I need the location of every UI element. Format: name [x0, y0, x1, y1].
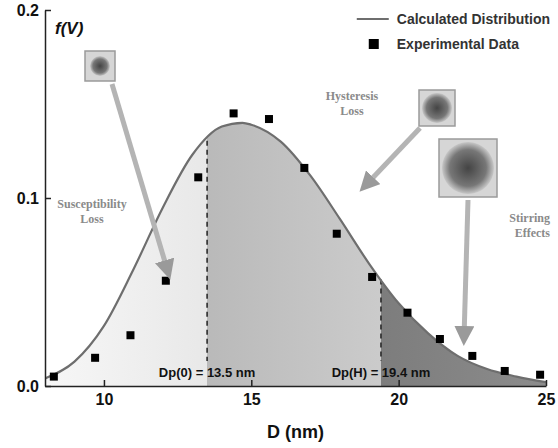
data-point [468, 352, 476, 360]
threshold-line [206, 141, 208, 361]
legend-symbol [369, 39, 379, 49]
tick-mark [546, 380, 548, 386]
tick-label: 0.2 [17, 2, 39, 19]
calculated-curve [45, 123, 546, 382]
particle [90, 56, 110, 76]
image-frame [419, 90, 455, 126]
data-point [368, 273, 376, 281]
tick-mark [251, 380, 253, 386]
tick-label: 20 [390, 391, 408, 408]
y-axis-title: f(V) [55, 19, 84, 38]
axis-line [46, 386, 547, 388]
data-point [50, 373, 58, 381]
data-point [194, 173, 202, 181]
x-axis-title: D (nm) [267, 422, 324, 442]
arrow [365, 128, 420, 186]
data-point [436, 335, 444, 343]
tick-mark [104, 380, 106, 386]
tick-mark [45, 10, 51, 12]
region-label-line: Effects [515, 226, 551, 240]
arrow [464, 200, 468, 338]
tick: 25 [538, 380, 556, 408]
threshold-line [380, 280, 382, 361]
data-point [91, 354, 99, 362]
region-label-line: Loss [80, 212, 104, 226]
arrow [112, 84, 168, 272]
region-label-line: Stirring [509, 211, 550, 225]
region-area [45, 123, 207, 386]
tick: 20 [390, 380, 408, 408]
region [381, 123, 546, 386]
image-frame [439, 139, 497, 197]
legend-label: Calculated Distribution [397, 11, 550, 27]
particle-image [439, 139, 497, 197]
tick-mark [45, 198, 51, 200]
region-label-line: Loss [340, 104, 364, 118]
chart: Dp(0) = 13.5 nm Dp(H) = 19.4 nm 10 15 20 25 0.… [0, 0, 558, 448]
region-label-line: Susceptibility [57, 197, 126, 211]
tick: 0.1 [17, 190, 51, 207]
tick-label: 0.0 [17, 378, 39, 395]
region [207, 123, 381, 386]
tick-label: 15 [243, 391, 261, 408]
data-point [162, 277, 170, 285]
particle-image [85, 51, 115, 81]
legend-label: Experimental Data [397, 36, 519, 52]
threshold-label: Dp(H) = 19.4 nm [332, 365, 431, 380]
region-area [381, 123, 546, 386]
tick-label: 0.1 [17, 190, 39, 207]
particle-image [419, 90, 455, 126]
data-point [536, 371, 544, 379]
data-point [403, 309, 411, 317]
legend: Calculated Distribution Experimental Data [357, 11, 550, 52]
data-point [230, 109, 238, 117]
region [45, 123, 207, 386]
particle [422, 93, 452, 123]
tick-mark [398, 380, 400, 386]
data-point [265, 115, 273, 123]
data-point [333, 230, 341, 238]
threshold-label: Dp(0) = 13.5 nm [159, 365, 255, 380]
tick: 10 [96, 380, 114, 408]
region-area [207, 123, 381, 386]
tick-mark [45, 386, 51, 388]
data-point [300, 164, 308, 172]
image-frame [85, 51, 115, 81]
region-label: SusceptibilityLoss [57, 197, 126, 226]
region-label-line: Hysteresis [326, 89, 379, 103]
tick-label: 10 [96, 391, 114, 408]
tick: 0.0 [17, 378, 51, 395]
data-point [501, 367, 509, 375]
tick-label: 25 [538, 391, 556, 408]
region-label: HysteresisLoss [326, 89, 379, 118]
x-axis: 10 15 20 25 [46, 380, 556, 408]
tick: 15 [243, 380, 261, 408]
legend-symbol [357, 18, 389, 20]
y-axis: 0.0 0.1 0.2 [17, 2, 51, 395]
data-point [126, 331, 134, 339]
region-label: StirringEffects [509, 211, 550, 240]
tick: 0.2 [17, 2, 51, 19]
particle [442, 142, 494, 194]
plot-area [45, 109, 546, 386]
